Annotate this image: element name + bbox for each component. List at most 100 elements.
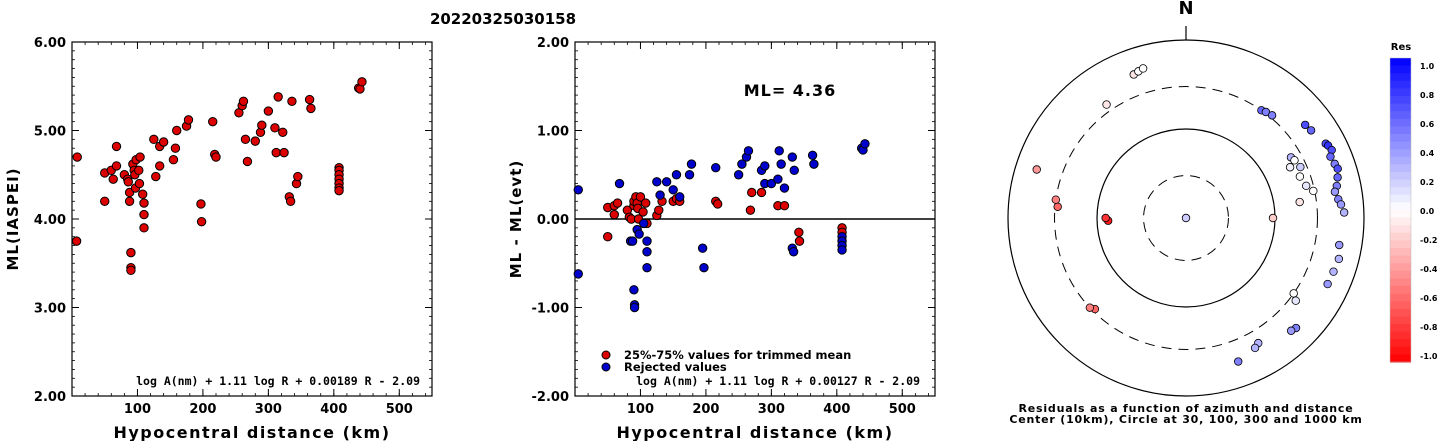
x-axis-label: Hypocentral distance (km) [113,423,390,441]
rejected-point [629,285,639,295]
colorbar-segment [1390,179,1411,188]
y-tick-label: 4.00 [34,213,66,228]
accepted-point [794,236,805,246]
rejected-point [642,236,652,246]
x-tick-label: 500 [386,402,413,417]
rejected-point [737,159,747,169]
station-marker [1291,296,1300,305]
station-marker [1268,213,1278,223]
data-point [306,103,316,114]
accepted-point [779,201,790,211]
colorbar-segment [1390,339,1411,348]
colorbar-segment [1390,210,1411,219]
colorbar-segment [1390,301,1411,310]
station-marker [1301,181,1311,190]
colorbar-segment [1390,316,1411,325]
colorbar-segment [1390,240,1411,249]
colorbar-tick-label: 0.8 [1420,91,1435,100]
colorbar-frame [1389,57,1412,363]
rejected-point [671,170,682,180]
accepted-point [603,232,613,242]
colorbar-segment [1390,156,1411,165]
station-marker [1102,100,1111,109]
accepted-point [609,209,619,220]
accepted-point [756,187,767,198]
colorbar-segment [1390,65,1411,74]
rejected-point [788,247,799,257]
station-marker [1335,240,1344,250]
data-point [134,178,145,189]
data-point [304,94,315,105]
y-tick-label: 5.00 [34,125,66,140]
colorbar-title: Res [1391,42,1411,53]
station-marker [1286,326,1296,335]
station-marker [1326,152,1335,161]
rejected-point [779,183,790,193]
colorbar-segment [1390,103,1411,112]
map-caption: Residuals as a function of azimuth and d… [1018,402,1353,415]
data-point [270,123,280,133]
station-marker [1285,163,1295,172]
colorbar-segment [1390,187,1411,196]
colorbar-segment [1390,149,1411,158]
colorbar-segment [1390,118,1411,127]
station-marker [1181,213,1191,223]
data-point [100,196,110,207]
data-point [71,236,82,246]
rejected-point [860,139,870,149]
station-marker [1323,279,1332,289]
y-tick-label: -1.00 [532,302,569,317]
colorbar-segment [1390,278,1411,287]
colorbar-tick-label: -0.6 [1420,294,1437,303]
data-point [196,199,206,209]
data-point [151,171,161,182]
accepted-point [712,199,723,209]
y-tick-label: 0.00 [537,213,569,228]
plot-frame [71,41,433,397]
data-point [273,92,283,102]
data-point [257,120,267,130]
north-label: N [1178,0,1193,19]
x-tick-label: 100 [124,402,151,417]
station-marker [1296,162,1305,172]
data-point [155,161,165,171]
station-marker [1339,208,1349,217]
colorbar-segment [1390,58,1411,67]
colorbar-tick-label: -0.4 [1420,265,1437,274]
rejected-point [652,177,662,187]
data-point [334,185,344,196]
rejected-point [711,162,721,173]
station-marker [1295,197,1304,207]
colorbar-tick-label: -0.8 [1420,323,1437,332]
accepted-point [612,198,623,208]
data-point [123,177,133,187]
data-point [242,156,253,167]
colorbar-segment [1390,263,1411,272]
station-marker [1250,343,1260,353]
data-point [149,134,159,145]
data-point [172,125,182,136]
accepted-point [745,205,756,215]
data-point [250,136,260,146]
accepted-point [640,198,651,208]
rejected-point [809,159,819,169]
colorbar-segment [1390,232,1411,241]
colorbar-segment [1390,308,1411,317]
station-marker [1032,165,1041,174]
rejected-point [639,218,649,229]
colorbar-segment [1390,217,1411,226]
colorbar-segment [1390,346,1411,355]
data-point [137,189,148,199]
map-caption: Center (10km), Circle at 30, 100, 300 an… [1009,413,1362,426]
colorbar-segment [1390,194,1411,203]
station-marker [1300,120,1310,130]
accepted-point [654,205,664,215]
rejected-point [661,177,672,187]
data-point [139,209,149,220]
colorbar-segment [1390,225,1411,234]
accepted-point [794,227,804,237]
colorbar-tick-label: 0.0 [1420,207,1435,216]
formula-label: log A(nm) + 1.11 log R + 0.00189 R - 2.0… [136,374,420,388]
legend-label: 25%-75% values for trimmed mean [624,348,851,362]
colorbar-segment [1390,126,1411,135]
